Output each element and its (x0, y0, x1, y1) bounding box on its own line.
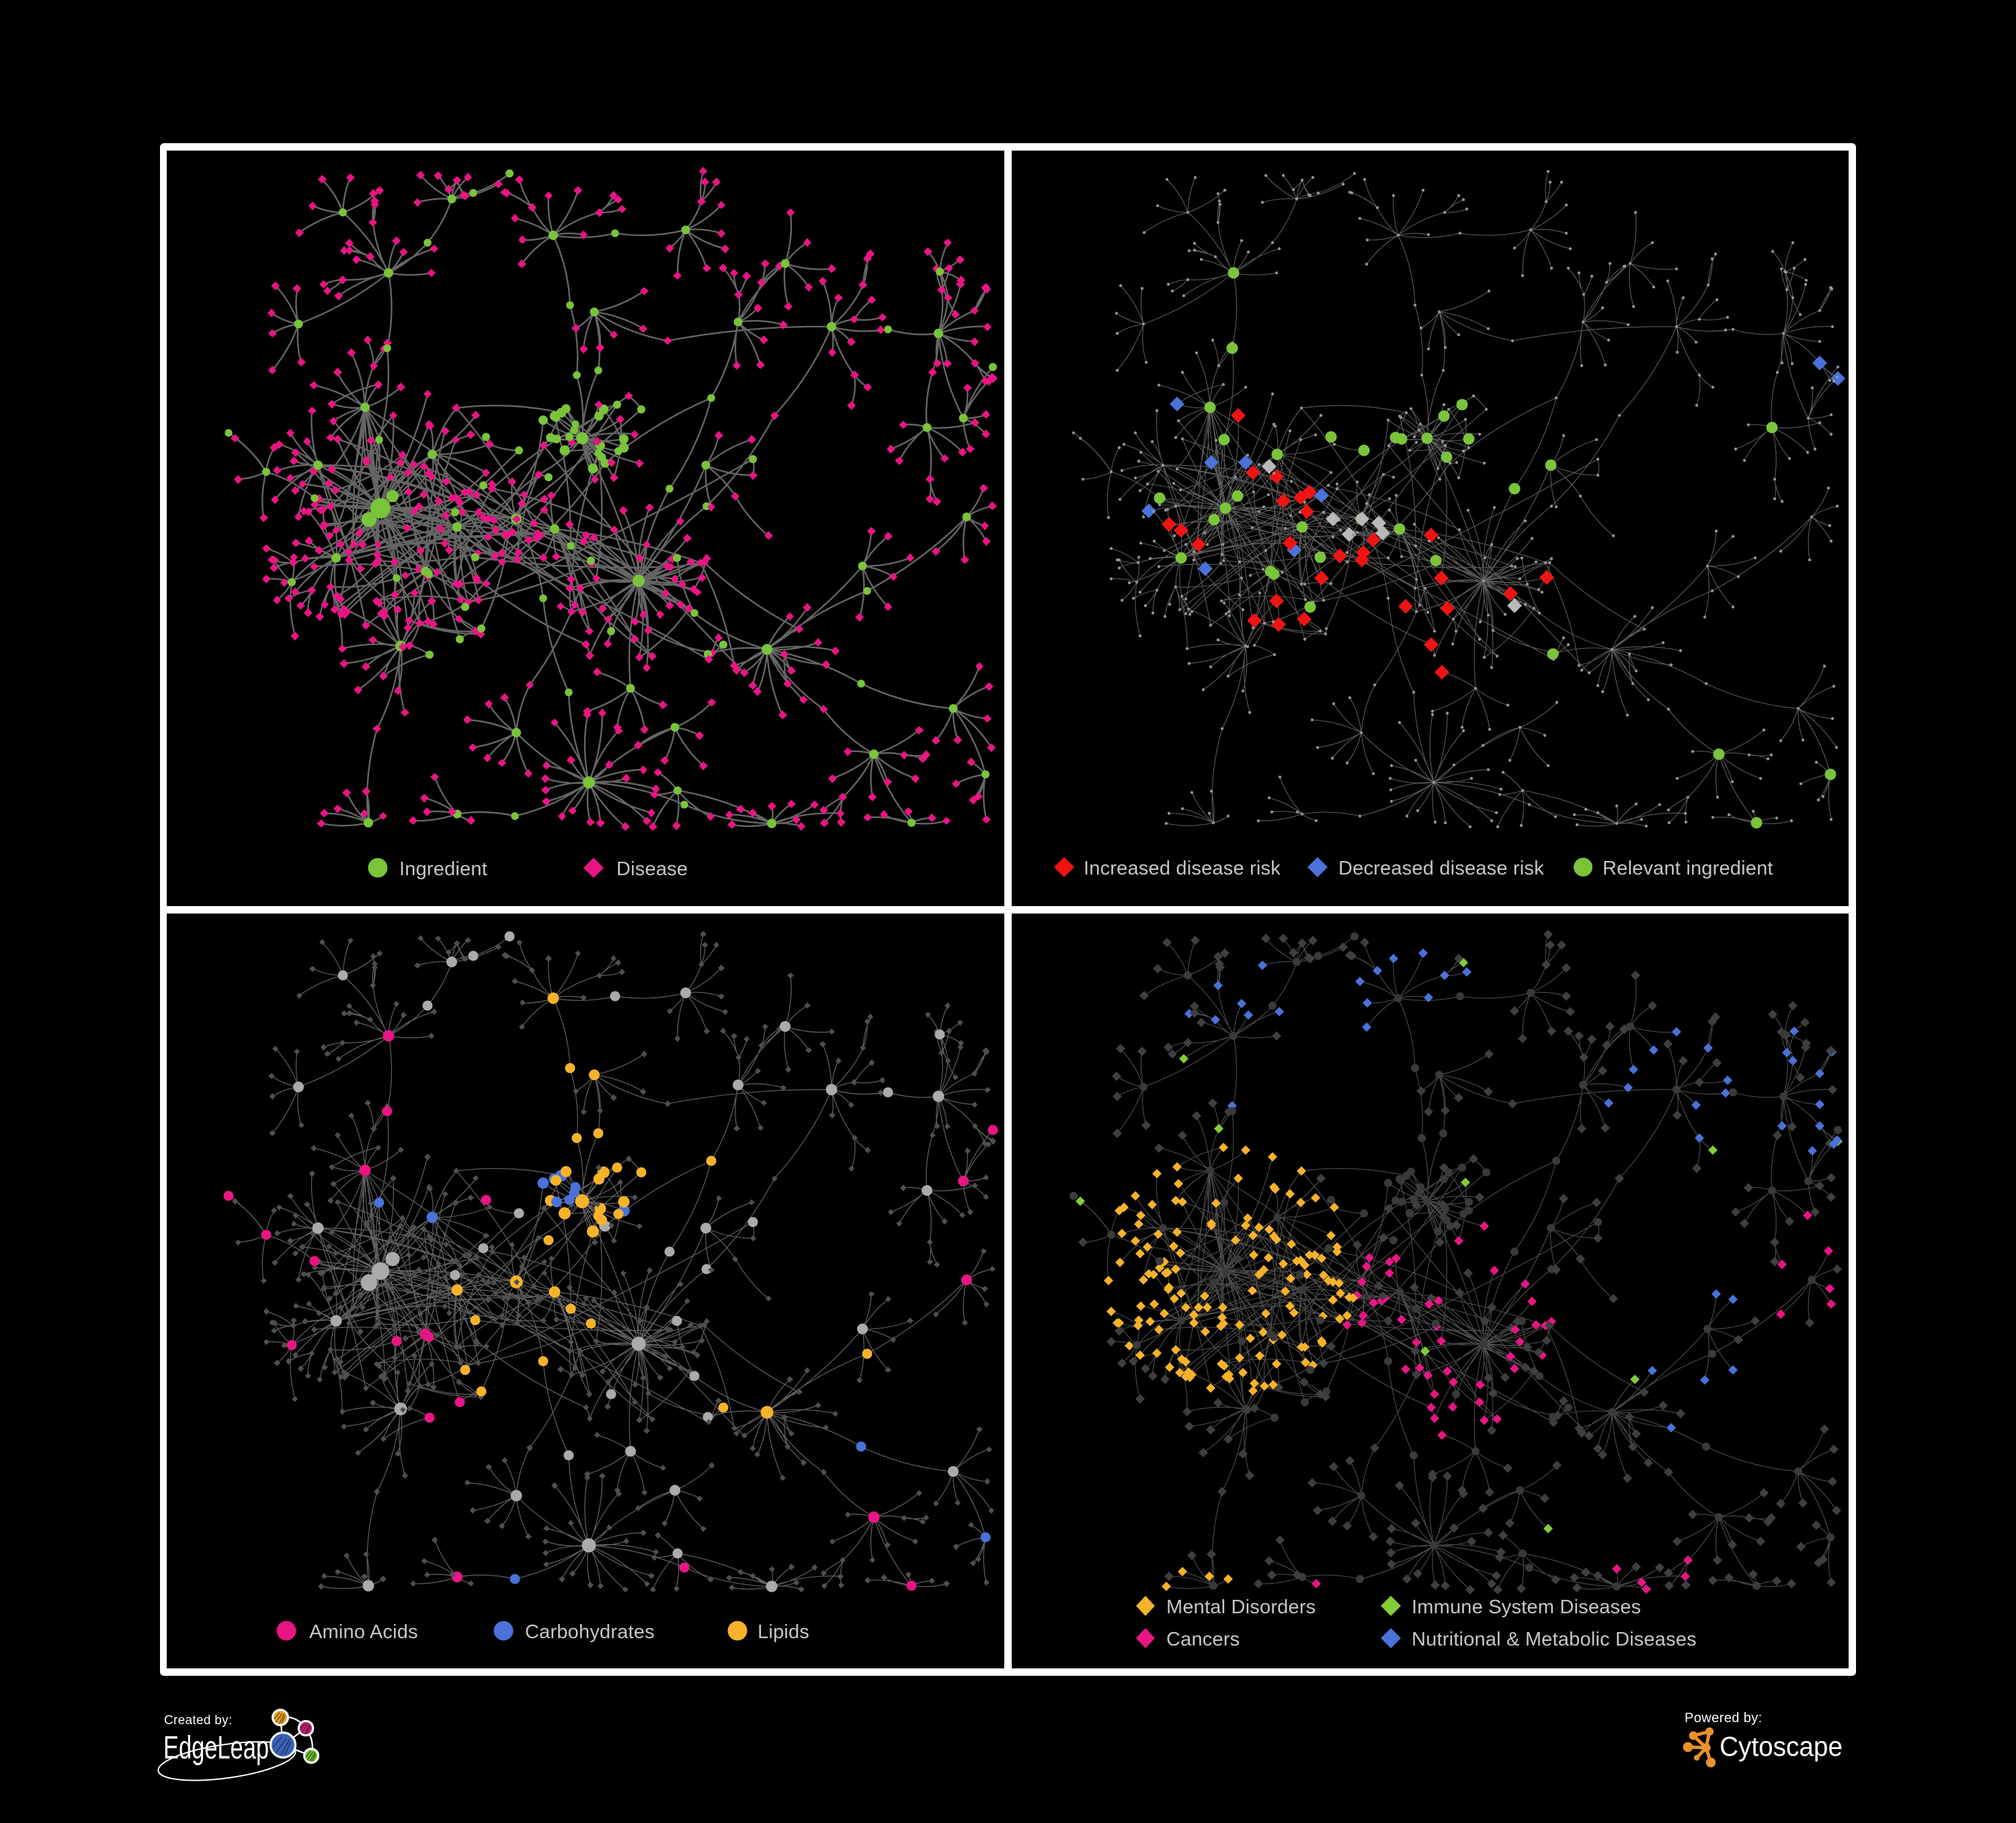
svg-text:EdgeLeap: EdgeLeap (163, 1730, 269, 1766)
svg-text:Increased disease risk: Increased disease risk (1084, 858, 1281, 879)
svg-text:Disease: Disease (616, 858, 688, 880)
svg-text:Ingredient: Ingredient (399, 858, 487, 880)
svg-text:Immune System Diseases: Immune System Diseases (1412, 1596, 1641, 1618)
svg-text:Amino Acids: Amino Acids (309, 1621, 418, 1643)
svg-text:Cytoscape: Cytoscape (1720, 1731, 1843, 1762)
svg-text:Created by:: Created by: (164, 1713, 233, 1728)
svg-text:Mental Disorders: Mental Disorders (1166, 1596, 1316, 1618)
svg-text:Cancers: Cancers (1166, 1629, 1240, 1650)
svg-text:Nutritional & Metabolic Diseas: Nutritional & Metabolic Diseases (1412, 1629, 1697, 1650)
svg-text:Relevant ingredient: Relevant ingredient (1603, 858, 1773, 879)
svg-text:Powered by:: Powered by: (1685, 1711, 1763, 1726)
svg-text:Lipids: Lipids (758, 1621, 809, 1643)
svg-text:Carbohydrates: Carbohydrates (525, 1621, 655, 1643)
svg-text:Decreased disease risk: Decreased disease risk (1338, 858, 1544, 879)
